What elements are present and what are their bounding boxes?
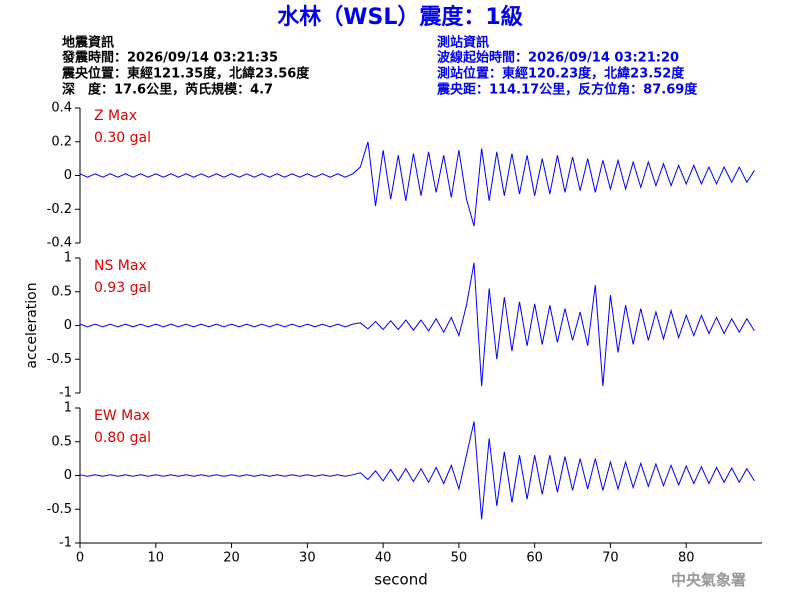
x-tick-label: 30	[299, 551, 316, 566]
station-line: 測站位置：東經120.23度，北緯23.52度	[437, 66, 685, 82]
station-line: 波線起始時間：2026/09/14 03:21:20	[437, 50, 679, 66]
x-tick-label: 0	[76, 551, 84, 566]
y-tick-label: 0	[64, 468, 72, 483]
x-axis-label: second	[374, 571, 428, 589]
y-tick-label: -0.2	[47, 202, 72, 217]
max-label: 0.93 gal	[94, 280, 151, 296]
x-tick-label: 80	[678, 551, 695, 566]
y-tick-label: -0.5	[47, 502, 72, 517]
waveform	[79, 141, 755, 227]
info-line: 震央位置：東經121.35度，北緯23.56度	[61, 66, 310, 82]
max-label: 0.80 gal	[94, 430, 151, 446]
y-tick-label: 0	[64, 318, 72, 333]
info-line: 深 度：17.6公里，芮氏規模：4.7	[62, 82, 273, 98]
watermark: 中央氣象署	[671, 571, 746, 589]
x-tick-label: 70	[602, 551, 619, 566]
station-line: 測站資訊	[437, 35, 489, 51]
y-tick-label: 0.5	[51, 434, 72, 449]
y-tick-label: -1	[59, 536, 72, 551]
max-label: EW Max	[94, 408, 150, 424]
waveform	[79, 262, 755, 387]
y-tick-label: 0	[64, 168, 72, 183]
y-tick-label: 0.5	[51, 284, 72, 299]
info-line: 地震資訊	[62, 35, 114, 51]
waveform	[79, 421, 755, 520]
max-label: NS Max	[94, 258, 147, 274]
y-tick-label: 0.4	[51, 101, 72, 116]
max-label: 0.30 gal	[94, 130, 151, 146]
chart-title: 水林（WSL）震度：1級	[277, 4, 522, 30]
y-tick-label: 1	[64, 251, 72, 266]
y-tick-label: -0.4	[47, 236, 72, 251]
y-tick-label: -0.5	[47, 352, 72, 367]
info-line: 發震時間：2026/09/14 03:21:35	[61, 50, 278, 66]
y-tick-label: -1	[59, 386, 72, 401]
x-tick-label: 10	[148, 551, 165, 566]
y-tick-label: 0.2	[51, 134, 72, 149]
x-tick-label: 20	[223, 551, 240, 566]
x-tick-label: 50	[451, 551, 468, 566]
max-label: Z Max	[94, 108, 137, 124]
station-line: 震央距：114.17公里，反方位角：87.69度	[436, 82, 698, 98]
y-tick-label: 1	[64, 401, 72, 416]
x-tick-label: 60	[526, 551, 543, 566]
x-tick-label: 40	[375, 551, 392, 566]
y-axis-label: acceleration	[24, 282, 40, 368]
